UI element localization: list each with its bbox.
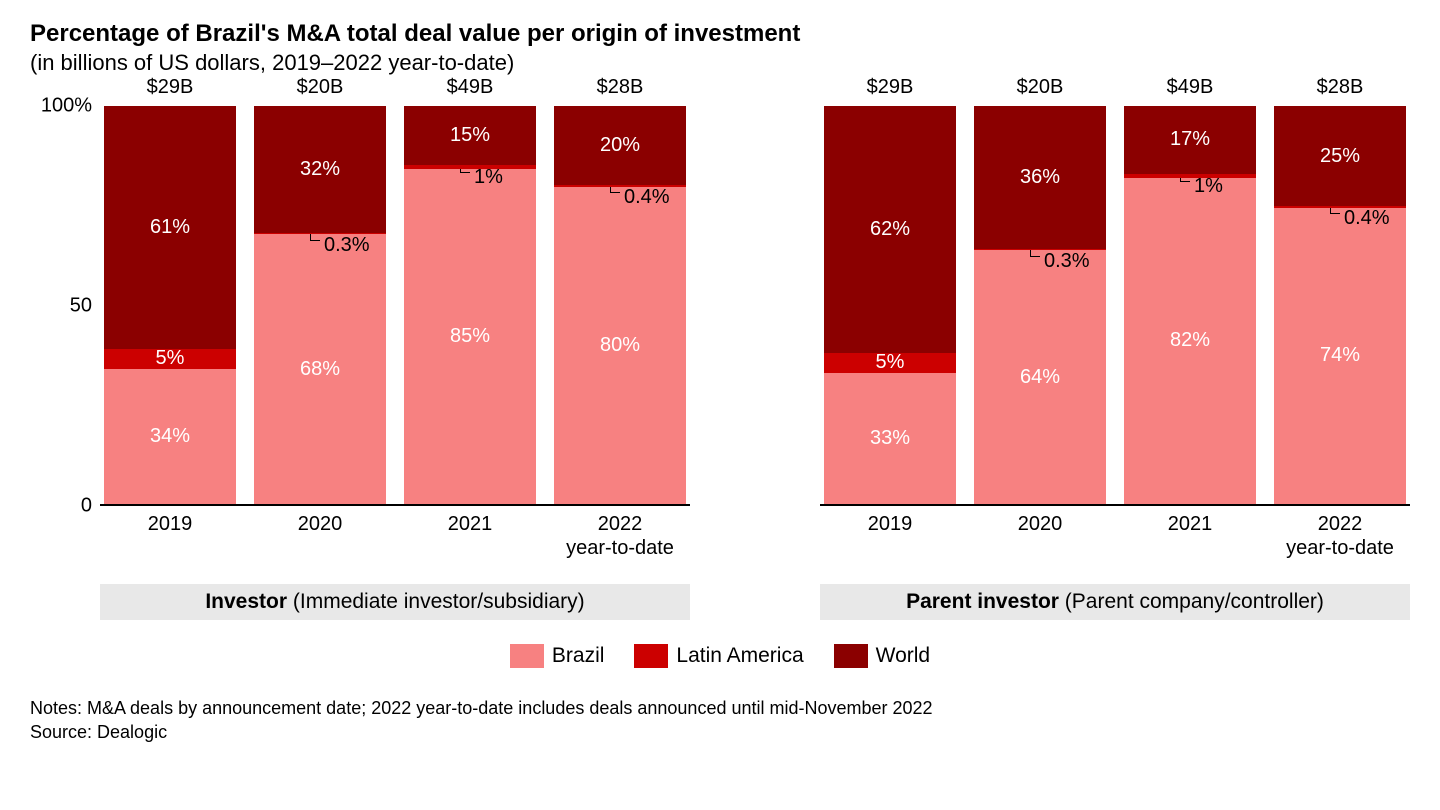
segment-brazil: 34% <box>104 369 236 504</box>
bars-container: $29B34%5%61%$20B68%0.3%32%$49B85%1%15%$2… <box>100 106 690 506</box>
segment-brazil: 80% <box>554 187 686 504</box>
x-label: 2020 <box>974 512 1106 560</box>
segment-latam <box>1124 174 1256 178</box>
segment-latam <box>254 233 386 234</box>
bar-total-label: $29B <box>867 76 914 99</box>
segment-brazil: 85% <box>404 169 536 504</box>
panel-title: Investor (Immediate investor/subsidiary) <box>100 584 690 620</box>
y-tick: 100% <box>32 95 92 118</box>
x-label: 2021 <box>404 512 536 560</box>
legend-swatch <box>634 644 668 668</box>
legend-item: World <box>834 644 930 668</box>
x-label: 2021 <box>1124 512 1256 560</box>
x-label: 2019 <box>104 512 236 560</box>
chart-panel: $29B33%5%62%$20B64%0.3%36%$49B82%1%17%$2… <box>750 106 1410 560</box>
bar-stack: 85%1%15% <box>404 106 536 504</box>
bar-total-label: $28B <box>597 76 644 99</box>
x-label: 2019 <box>824 512 956 560</box>
bar-total-label: $29B <box>147 76 194 99</box>
segment-brazil: 74% <box>1274 208 1406 504</box>
segment-latam: 5% <box>104 349 236 369</box>
plot-row: $29B33%5%62%$20B64%0.3%36%$49B82%1%17%$2… <box>750 106 1410 506</box>
bar-total-label: $20B <box>1017 76 1064 99</box>
segment-world: 17% <box>1124 106 1256 174</box>
segment-latam-label: 1% <box>1194 175 1223 198</box>
bar-column: $28B74%0.4%25% <box>1274 106 1406 504</box>
chart-panel: 050100%$29B34%5%61%$20B68%0.3%32%$49B85%… <box>30 106 690 560</box>
chart-subtitle: (in billions of US dollars, 2019–2022 ye… <box>30 50 1410 76</box>
y-tick: 50 <box>32 295 92 318</box>
segment-latam-label: 1% <box>474 166 503 189</box>
source-line: Source: Dealogic <box>30 720 1410 744</box>
legend: Brazil Latin America World <box>30 644 1410 668</box>
bar-stack: 80%0.4%20% <box>554 106 686 504</box>
bar-column: $29B33%5%62% <box>824 106 956 504</box>
bar-stack: 74%0.4%25% <box>1274 106 1406 504</box>
segment-latam-label: 0.4% <box>624 186 670 209</box>
bar-column: $49B85%1%15% <box>404 106 536 504</box>
bar-stack: 82%1%17% <box>1124 106 1256 504</box>
bar-column: $20B68%0.3%32% <box>254 106 386 504</box>
chart-notes: Notes: M&A deals by announcement date; 2… <box>30 696 1410 745</box>
panel-title-row: Investor (Immediate investor/subsidiary)… <box>30 584 1410 620</box>
segment-latam: 5% <box>824 353 956 373</box>
segment-latam <box>404 165 536 169</box>
notes-line: Notes: M&A deals by announcement date; 2… <box>30 696 1410 720</box>
y-tick: 0 <box>32 495 92 518</box>
bar-stack: 33%5%62% <box>824 106 956 504</box>
segment-brazil: 68% <box>254 234 386 504</box>
y-axis-spacer <box>750 106 820 506</box>
segment-brazil: 64% <box>974 250 1106 504</box>
segment-latam <box>554 185 686 187</box>
x-axis-labels: 2019 2020 2021 2022year-to-date <box>820 506 1410 560</box>
segment-world: 20% <box>554 106 686 185</box>
panel-title: Parent investor (Parent company/controll… <box>820 584 1410 620</box>
segment-brazil: 33% <box>824 373 956 504</box>
segment-brazil: 82% <box>1124 178 1256 504</box>
panel-title-rest: (Parent company/controller) <box>1059 590 1324 613</box>
x-label: 2022year-to-date <box>554 512 686 560</box>
segment-world: 15% <box>404 106 536 165</box>
segment-world: 36% <box>974 106 1106 249</box>
legend-label: World <box>876 644 930 668</box>
chart-title: Percentage of Brazil's M&A total deal va… <box>30 20 1410 48</box>
x-label: 2022year-to-date <box>1274 512 1406 560</box>
y-axis: 050100% <box>30 106 100 506</box>
legend-swatch <box>510 644 544 668</box>
bar-stack: 68%0.3%32% <box>254 106 386 504</box>
segment-world: 32% <box>254 106 386 233</box>
legend-item: Latin America <box>634 644 803 668</box>
panel-title-bold: Investor <box>205 590 287 613</box>
bar-column: $28B80%0.4%20% <box>554 106 686 504</box>
bar-stack: 34%5%61% <box>104 106 236 504</box>
bar-total-label: $49B <box>1167 76 1214 99</box>
legend-item: Brazil <box>510 644 605 668</box>
panel-title-bold: Parent investor <box>906 590 1059 613</box>
legend-swatch <box>834 644 868 668</box>
bar-total-label: $20B <box>297 76 344 99</box>
segment-world: 25% <box>1274 106 1406 206</box>
bar-column: $29B34%5%61% <box>104 106 236 504</box>
bar-total-label: $28B <box>1317 76 1364 99</box>
x-label: 2020 <box>254 512 386 560</box>
segment-latam <box>974 249 1106 250</box>
plot-row: 050100%$29B34%5%61%$20B68%0.3%32%$49B85%… <box>30 106 690 506</box>
segment-latam-label: 0.3% <box>1044 250 1090 273</box>
segment-latam <box>1274 206 1406 208</box>
chart-area: 050100%$29B34%5%61%$20B68%0.3%32%$49B85%… <box>30 106 1410 560</box>
legend-label: Brazil <box>552 644 605 668</box>
bar-total-label: $49B <box>447 76 494 99</box>
segment-latam-label: 0.4% <box>1344 207 1390 230</box>
legend-label: Latin America <box>676 644 803 668</box>
bar-stack: 64%0.3%36% <box>974 106 1106 504</box>
bars-container: $29B33%5%62%$20B64%0.3%36%$49B82%1%17%$2… <box>820 106 1410 506</box>
segment-latam-label: 0.3% <box>324 234 370 257</box>
x-axis-labels: 2019 2020 2021 2022year-to-date <box>100 506 690 560</box>
segment-world: 62% <box>824 106 956 353</box>
segment-world: 61% <box>104 106 236 349</box>
bar-column: $49B82%1%17% <box>1124 106 1256 504</box>
panel-title-rest: (Immediate investor/subsidiary) <box>287 590 585 613</box>
bar-column: $20B64%0.3%36% <box>974 106 1106 504</box>
